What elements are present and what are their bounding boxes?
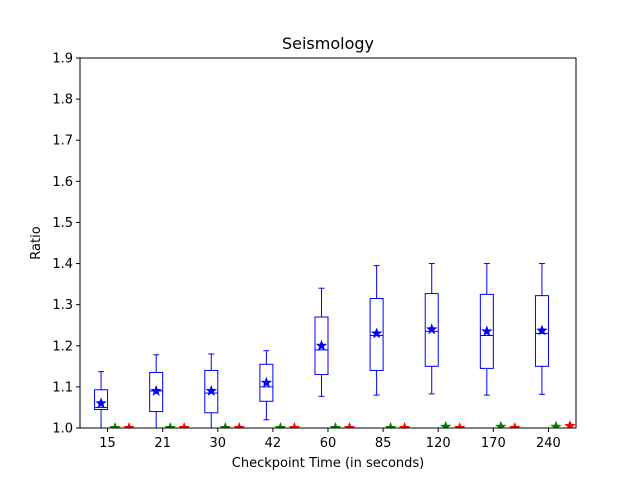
iqr-box (479, 293, 494, 369)
green-marker (550, 420, 562, 428)
y-axis: 1.0 1.1 1.2 1.3 1.4 1.5 1.6 1.7 1.8 1.9 (52, 52, 80, 437)
red-marker (564, 419, 576, 428)
x-axis: 15 21 30 42 60 85 120 170 240 (99, 428, 561, 451)
iqr-box (369, 298, 384, 371)
box-group-21 (149, 354, 164, 428)
x-tick-label: 21 (154, 436, 171, 451)
box-group-240 (534, 263, 549, 395)
box-group-120 (424, 263, 439, 395)
box-group-42 (259, 350, 274, 421)
x-tick-label: 42 (265, 436, 282, 451)
y-tick-label: 1.0 (52, 422, 73, 437)
x-tick-label: 15 (99, 436, 116, 451)
green-marker (384, 422, 397, 428)
mean-marker (260, 376, 273, 388)
mean-marker (150, 385, 162, 396)
green-marker (440, 420, 452, 428)
y-tick-label: 1.5 (52, 216, 73, 231)
red-marker (123, 422, 135, 428)
plot-area (94, 263, 576, 428)
red-marker (288, 422, 301, 428)
mean-marker (426, 323, 438, 335)
green-marker (164, 422, 176, 428)
iqr-box (314, 316, 329, 376)
box-group-60 (314, 287, 329, 397)
iqr-box (94, 389, 109, 410)
mean-marker (536, 324, 548, 336)
mean-marker (205, 385, 217, 396)
green-marker (495, 420, 507, 428)
y-tick-label: 1.2 (52, 339, 73, 354)
x-tick-label: 30 (210, 436, 227, 451)
iqr-box (534, 295, 549, 367)
y-tick-label: 1.3 (52, 298, 73, 313)
x-tick-label: 170 (481, 436, 506, 451)
green-marker (274, 422, 287, 428)
red-marker (233, 422, 245, 428)
iqr-box (149, 372, 164, 413)
red-marker (398, 422, 411, 428)
plot-marks (94, 263, 576, 428)
iqr-box (424, 293, 439, 367)
y-tick-label: 1.7 (52, 134, 73, 149)
y-tick-label: 1.4 (52, 257, 73, 272)
y-tick-label: 1.1 (52, 380, 73, 395)
y-tick-label: 1.9 (52, 52, 73, 67)
box-group-170 (479, 263, 494, 396)
red-marker (454, 422, 466, 428)
y-axis-title: Ratio (29, 226, 44, 259)
red-marker (178, 422, 190, 428)
x-tick-label: 85 (375, 436, 392, 451)
x-tick-label: 120 (426, 436, 451, 451)
x-tick-label: 240 (536, 436, 561, 451)
mean-marker (95, 397, 107, 409)
y-tick-label: 1.8 (52, 93, 73, 108)
green-marker (109, 422, 121, 428)
chart-title: Seismology (282, 34, 374, 53)
x-tick-label: 60 (320, 436, 337, 451)
box-group-85 (369, 265, 384, 396)
iqr-box (259, 363, 274, 402)
mean-marker (370, 327, 383, 339)
mean-marker (481, 325, 493, 337)
y-tick-label: 1.6 (52, 175, 73, 190)
green-marker (329, 422, 342, 428)
green-marker (219, 422, 231, 428)
box-group-15 (94, 371, 109, 428)
red-marker (343, 422, 356, 428)
red-marker (509, 422, 521, 428)
mean-marker (315, 339, 328, 351)
box-group-30 (204, 353, 219, 428)
iqr-box (204, 369, 219, 414)
x-axis-title: Checkpoint Time (in seconds) (232, 456, 425, 471)
